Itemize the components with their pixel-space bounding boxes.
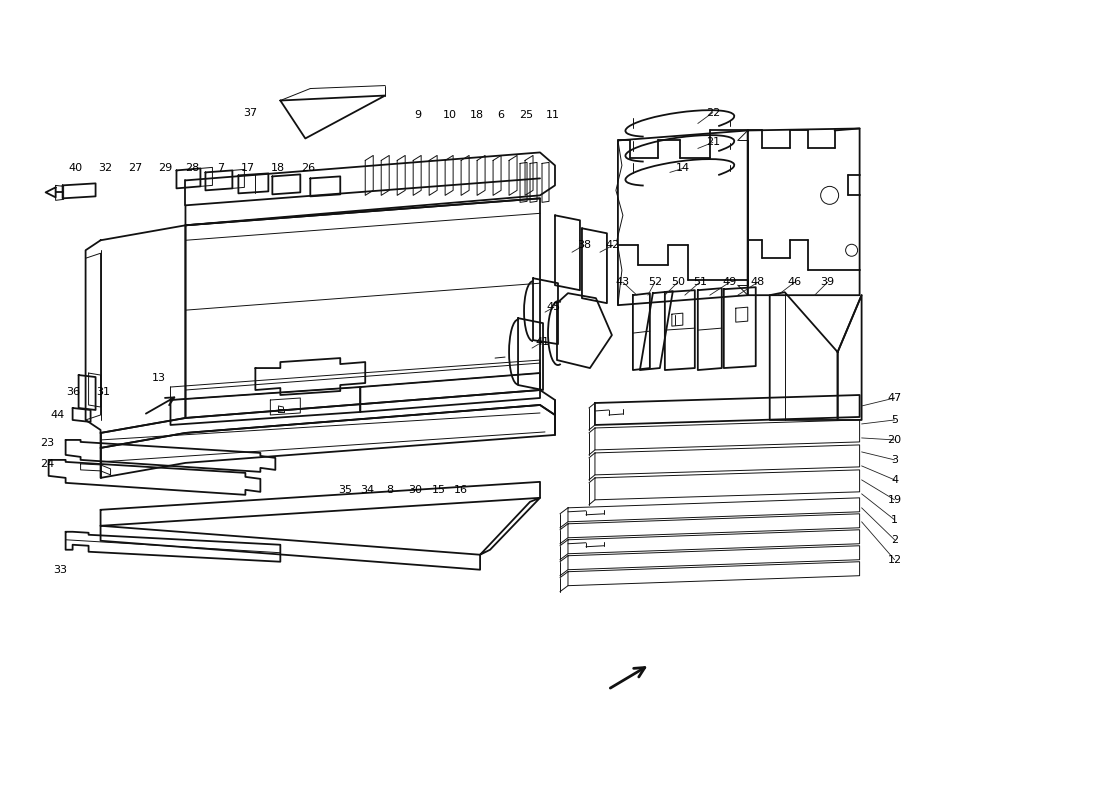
- Text: 47: 47: [888, 393, 902, 403]
- Text: 7: 7: [217, 163, 224, 174]
- Text: 6: 6: [497, 110, 505, 121]
- Text: 39: 39: [821, 278, 835, 287]
- Text: 20: 20: [888, 435, 902, 445]
- Text: 23: 23: [41, 438, 55, 448]
- Text: 14: 14: [675, 163, 690, 174]
- Text: 33: 33: [54, 565, 67, 574]
- Text: 43: 43: [616, 278, 630, 287]
- Text: 38: 38: [576, 240, 591, 250]
- Text: 10: 10: [443, 110, 458, 121]
- Text: 19: 19: [888, 495, 902, 505]
- Text: 30: 30: [408, 485, 422, 495]
- Text: 1: 1: [891, 514, 898, 525]
- Text: 45: 45: [547, 302, 561, 312]
- Text: 35: 35: [339, 485, 352, 495]
- Text: 5: 5: [891, 415, 898, 425]
- Text: 36: 36: [67, 387, 80, 397]
- Text: 21: 21: [706, 138, 719, 147]
- Text: 46: 46: [788, 278, 802, 287]
- Text: 51: 51: [693, 278, 707, 287]
- Text: 2: 2: [891, 534, 898, 545]
- Text: 18: 18: [272, 163, 285, 174]
- Text: 4: 4: [891, 475, 898, 485]
- Text: 44: 44: [51, 410, 65, 420]
- Text: 27: 27: [129, 163, 143, 174]
- Text: 18: 18: [470, 110, 484, 121]
- Text: 11: 11: [546, 110, 560, 121]
- Text: 12: 12: [888, 554, 902, 565]
- Text: 40: 40: [68, 163, 82, 174]
- Text: 3: 3: [891, 455, 898, 465]
- Text: 48: 48: [750, 278, 764, 287]
- Text: 42: 42: [606, 240, 620, 250]
- Text: 50: 50: [671, 278, 685, 287]
- Text: 32: 32: [99, 163, 112, 174]
- Text: 49: 49: [723, 278, 737, 287]
- Text: 17: 17: [241, 163, 255, 174]
- Text: 22: 22: [706, 107, 719, 118]
- Text: 34: 34: [360, 485, 374, 495]
- Text: 15: 15: [432, 485, 447, 495]
- Text: 24: 24: [41, 459, 55, 469]
- Text: 26: 26: [301, 163, 316, 174]
- Text: 9: 9: [415, 110, 421, 121]
- Text: 16: 16: [454, 485, 469, 495]
- Text: 28: 28: [185, 163, 199, 174]
- Text: 31: 31: [97, 387, 111, 397]
- Text: 8: 8: [386, 485, 394, 495]
- Text: 25: 25: [519, 110, 534, 121]
- Text: 37: 37: [243, 107, 257, 118]
- Text: 41: 41: [535, 337, 549, 347]
- Text: 29: 29: [158, 163, 173, 174]
- Text: 52: 52: [648, 278, 662, 287]
- Text: 13: 13: [152, 373, 165, 383]
